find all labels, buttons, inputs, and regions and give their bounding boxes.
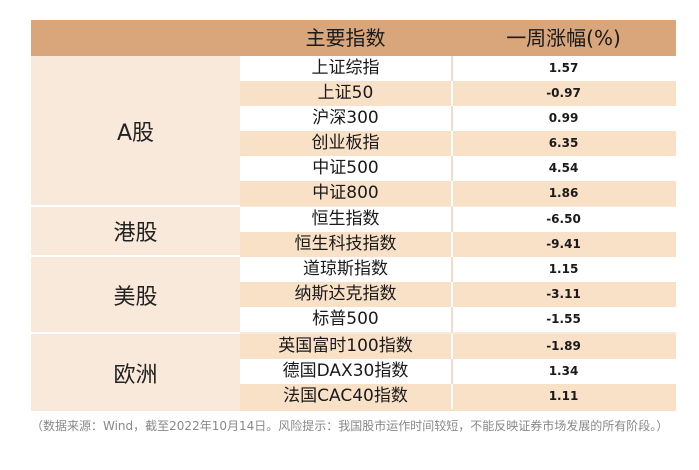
cell-divider [451,131,453,156]
data-source-footnote: （数据来源：Wind，截至2022年10月14日。风险提示：我国股市运作时间较短… [31,419,669,433]
table-row: 德国DAX30指数 1.34 [240,359,676,384]
index-name: 标普500 [312,309,379,329]
weekly-change: -9.41 [546,237,581,251]
table-row: 中证500 4.54 [240,156,676,181]
cell-divider [451,181,453,206]
weekly-change: -0.97 [546,86,581,100]
header-index-name: 主要指数 [305,26,386,50]
cell-divider [451,384,453,409]
group-us: 美股 [31,257,240,332]
table-row: 标普500 -1.55 [240,307,676,332]
index-name: 恒生指数 [311,209,380,229]
weekly-change: 0.99 [548,111,579,125]
weekly-change: -1.55 [546,312,581,326]
group-eu: 欧洲 [31,334,240,411]
cell-divider [451,359,453,384]
weekly-change: 1.34 [548,364,579,378]
index-name: 法国CAC40指数 [283,386,408,406]
table-row: 上证50 -0.97 [240,81,676,106]
weekly-change: -3.11 [546,287,581,301]
cell-divider [451,282,453,307]
table-row: 创业板指 6.35 [240,131,676,156]
index-name: 上证50 [317,83,374,103]
cell-divider [451,232,453,257]
index-name: 德国DAX30指数 [282,361,409,381]
cell-divider [451,257,453,282]
cell-divider [451,207,453,232]
table-row: 道琼斯指数 1.15 [240,257,676,282]
group-divider [31,205,240,207]
index-name: 道琼斯指数 [303,259,388,279]
header-weekly-change: 一周涨幅(%) [506,26,621,50]
index-performance-table: 主要指数 一周涨幅(%) A股 港股 美股 欧洲 上证综指 1.57 上证50 … [31,20,676,411]
table-header: 主要指数 一周涨幅(%) [31,20,676,56]
table-row: 上证综指 1.57 [240,56,676,81]
weekly-change: 1.86 [548,186,579,200]
table-row: 沪深300 0.99 [240,106,676,131]
table-row: 法国CAC40指数 1.11 [240,384,676,411]
weekly-change: 1.57 [548,61,579,75]
weekly-change: 1.15 [548,262,579,276]
table-row: 英国富时100指数 -1.89 [240,334,676,359]
table-row: 中证800 1.86 [240,181,676,206]
index-name: 英国富时100指数 [278,336,413,356]
table-row: 纳斯达克指数 -3.11 [240,282,676,307]
table-row: 恒生指数 -6.50 [240,207,676,232]
table-row: 恒生科技指数 -9.41 [240,232,676,257]
index-name: 中证800 [312,183,379,203]
index-name: 创业板指 [311,133,380,153]
index-name: 上证综指 [311,58,380,78]
index-name: 纳斯达克指数 [294,284,397,304]
index-name: 恒生科技指数 [294,234,397,254]
cell-divider [451,106,453,131]
weekly-change: 4.54 [548,161,579,175]
cell-divider [451,334,453,359]
weekly-change: -1.89 [546,339,581,353]
cell-divider [451,81,453,106]
weekly-change: 1.11 [548,389,579,403]
cell-divider [451,156,453,181]
weekly-change: 6.35 [548,136,579,150]
cell-divider [451,307,453,332]
group-divider [31,332,240,334]
group-divider [31,255,240,257]
weekly-change: -6.50 [546,212,581,226]
index-name: 沪深300 [312,108,379,128]
cell-divider [451,56,453,81]
group-hk: 港股 [31,207,240,255]
group-a-share: A股 [31,56,240,206]
index-name: 中证500 [312,158,379,178]
